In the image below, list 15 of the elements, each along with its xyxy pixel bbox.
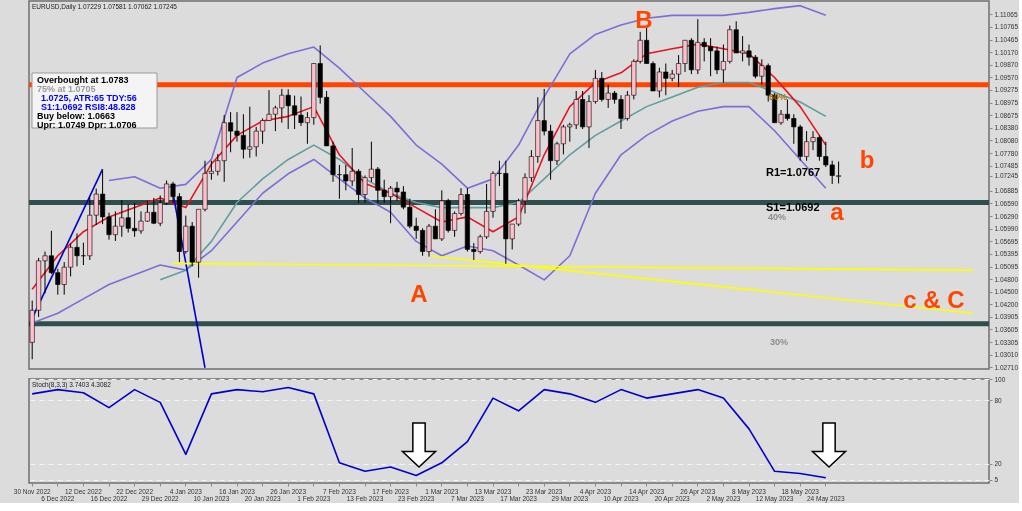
annotation: 40% (767, 212, 787, 222)
annotation: 1.0725, ATR:65 TDY:56 (41, 93, 137, 103)
annotation: a (830, 198, 845, 225)
annotation: R1=1.0767 (766, 166, 821, 178)
annotation: B (635, 6, 653, 33)
annotation: 30% (769, 337, 789, 347)
annotation: c & C (903, 286, 965, 313)
annotation: Upr: 1.0749 Dpr: 1.0706 (37, 120, 137, 130)
annotation: 75% at 1.0705 (37, 84, 96, 94)
annotation: Overbought at 1.0783 (37, 75, 129, 85)
annotation: A (410, 280, 428, 307)
annotation: b (859, 146, 875, 173)
line-series (159, 81, 827, 281)
annotation: Buy below: 1.0663 (37, 111, 116, 121)
annotation: S1:1.0692 RSI8:48.828 (41, 102, 136, 112)
